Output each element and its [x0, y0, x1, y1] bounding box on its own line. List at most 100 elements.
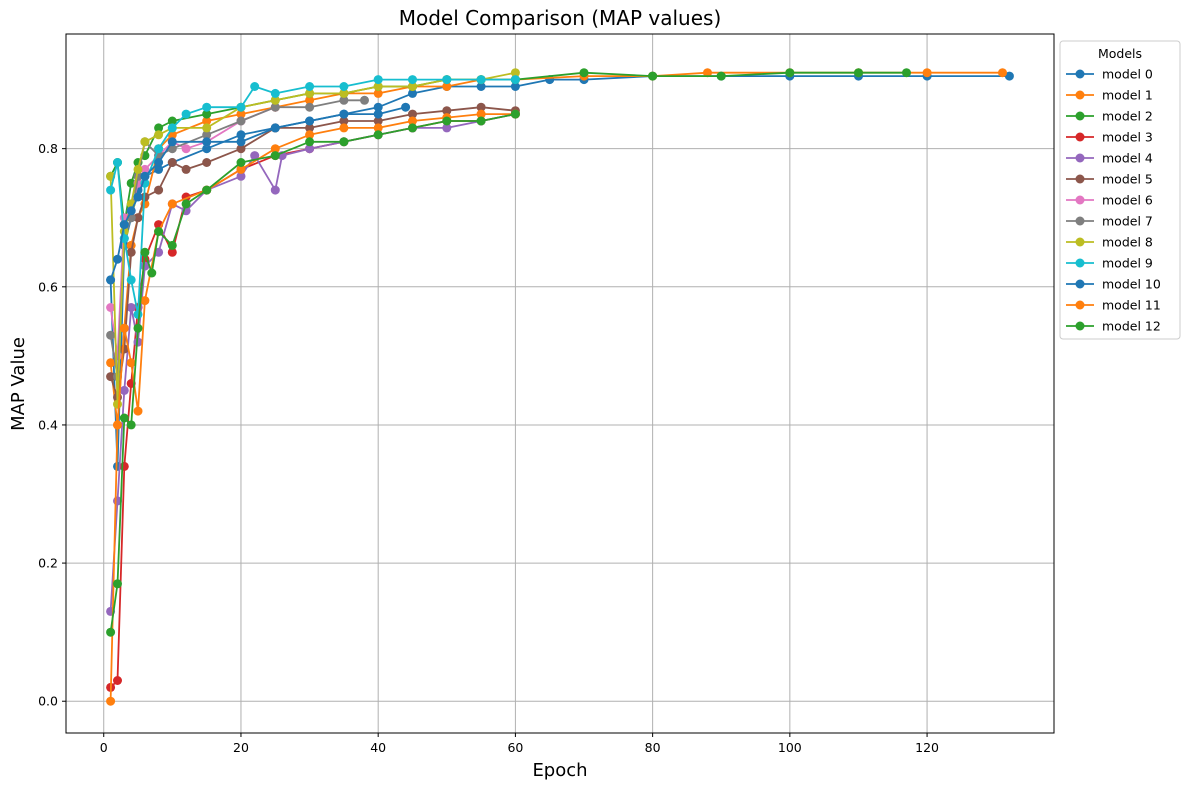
- data-point: [305, 82, 315, 91]
- data-point: [442, 106, 452, 116]
- data-point: [408, 109, 417, 119]
- data-point: [373, 109, 383, 119]
- data-point: [373, 123, 383, 133]
- data-point: [408, 82, 417, 91]
- series-layer: [106, 68, 1014, 706]
- data-point: [373, 75, 383, 85]
- legend-swatch-marker: [1075, 300, 1085, 310]
- data-point: [339, 95, 349, 105]
- data-point: [510, 109, 520, 119]
- data-point: [270, 88, 280, 98]
- legend: Models model 0 model 1 model 2 model 3 model…: [1059, 40, 1181, 340]
- data-point: [305, 144, 315, 154]
- data-point: [181, 199, 191, 209]
- data-point: [250, 151, 260, 161]
- data-point: [106, 696, 116, 706]
- legend-item: model 1: [1066, 88, 1153, 103]
- legend-item: model 0: [1066, 67, 1153, 82]
- series-model-10: [106, 102, 411, 285]
- data-point: [236, 116, 246, 126]
- x-tick-label: 0: [100, 740, 108, 755]
- data-point: [236, 137, 246, 147]
- data-point: [408, 116, 417, 126]
- data-point: [373, 82, 383, 91]
- data-point: [154, 185, 164, 195]
- legend-item: model 5: [1066, 172, 1153, 187]
- data-point: [126, 178, 136, 188]
- data-point: [106, 358, 116, 368]
- data-point: [133, 164, 143, 174]
- data-point: [140, 164, 150, 174]
- data-point: [305, 130, 315, 140]
- legend-item: model 6: [1066, 193, 1153, 208]
- data-point: [442, 116, 452, 126]
- x-tick-label: 40: [370, 740, 386, 755]
- legend-label: model 7: [1102, 214, 1153, 229]
- axis-ticks: 0 20 40 60 80 100 120 0.0 0.2 0.4 0.6 0.8: [38, 141, 939, 755]
- data-point: [154, 164, 164, 174]
- y-tick-label: 0.0: [38, 694, 58, 709]
- y-tick-label: 0.6: [38, 279, 58, 294]
- legend-item: model 11: [1066, 298, 1161, 313]
- legend-swatch-marker: [1075, 132, 1085, 142]
- data-point: [202, 185, 212, 195]
- data-point: [305, 123, 315, 133]
- data-point: [442, 82, 452, 91]
- legend-item: model 9: [1066, 256, 1153, 271]
- y-tick-label: 0.8: [38, 141, 58, 156]
- data-point: [167, 247, 177, 257]
- data-point: [510, 82, 520, 91]
- data-point: [476, 102, 486, 112]
- data-point: [270, 151, 280, 161]
- data-point: [167, 123, 177, 133]
- legend-label: model 10: [1102, 277, 1161, 292]
- data-point: [202, 102, 212, 112]
- x-tick-label: 20: [233, 740, 249, 755]
- data-point: [140, 247, 150, 257]
- data-point: [339, 82, 349, 91]
- data-point: [113, 676, 122, 685]
- data-point: [1004, 71, 1014, 81]
- data-point: [167, 116, 177, 126]
- data-point: [360, 95, 369, 105]
- data-point: [408, 75, 417, 85]
- data-point: [119, 323, 129, 333]
- legend-swatch-marker: [1075, 216, 1085, 226]
- data-point: [373, 130, 383, 140]
- data-point: [339, 137, 349, 147]
- data-point: [133, 323, 143, 333]
- legend-title: Models: [1098, 46, 1142, 61]
- y-tick-label: 0.4: [38, 417, 58, 432]
- x-tick-label: 60: [507, 740, 523, 755]
- data-point: [250, 82, 260, 91]
- legend-label: model 4: [1102, 151, 1153, 166]
- legend-swatch-marker: [1075, 174, 1085, 184]
- data-point: [181, 109, 191, 119]
- x-axis-label: Epoch: [532, 760, 587, 781]
- legend-item: model 4: [1066, 151, 1153, 166]
- series-model-12: [106, 109, 520, 637]
- data-point: [126, 275, 136, 285]
- data-point: [119, 220, 129, 230]
- series-model-9: [106, 75, 520, 319]
- data-point: [785, 68, 795, 78]
- data-point: [236, 109, 246, 119]
- data-point: [922, 68, 932, 78]
- legend-swatch-marker: [1075, 153, 1085, 163]
- data-point: [408, 123, 417, 133]
- legend-swatch-marker: [1075, 195, 1085, 205]
- data-point: [147, 268, 157, 278]
- data-point: [373, 116, 383, 126]
- plot-frame: [65, 33, 1055, 734]
- data-point: [202, 144, 212, 154]
- data-point: [236, 144, 246, 154]
- data-point: [113, 158, 122, 167]
- data-point: [703, 68, 712, 78]
- data-point: [476, 109, 486, 119]
- data-point: [133, 337, 143, 347]
- data-point: [202, 130, 212, 140]
- data-point: [113, 254, 122, 264]
- legend-label: model 8: [1102, 235, 1153, 250]
- x-tick-label: 120: [915, 740, 939, 755]
- data-point: [305, 137, 315, 147]
